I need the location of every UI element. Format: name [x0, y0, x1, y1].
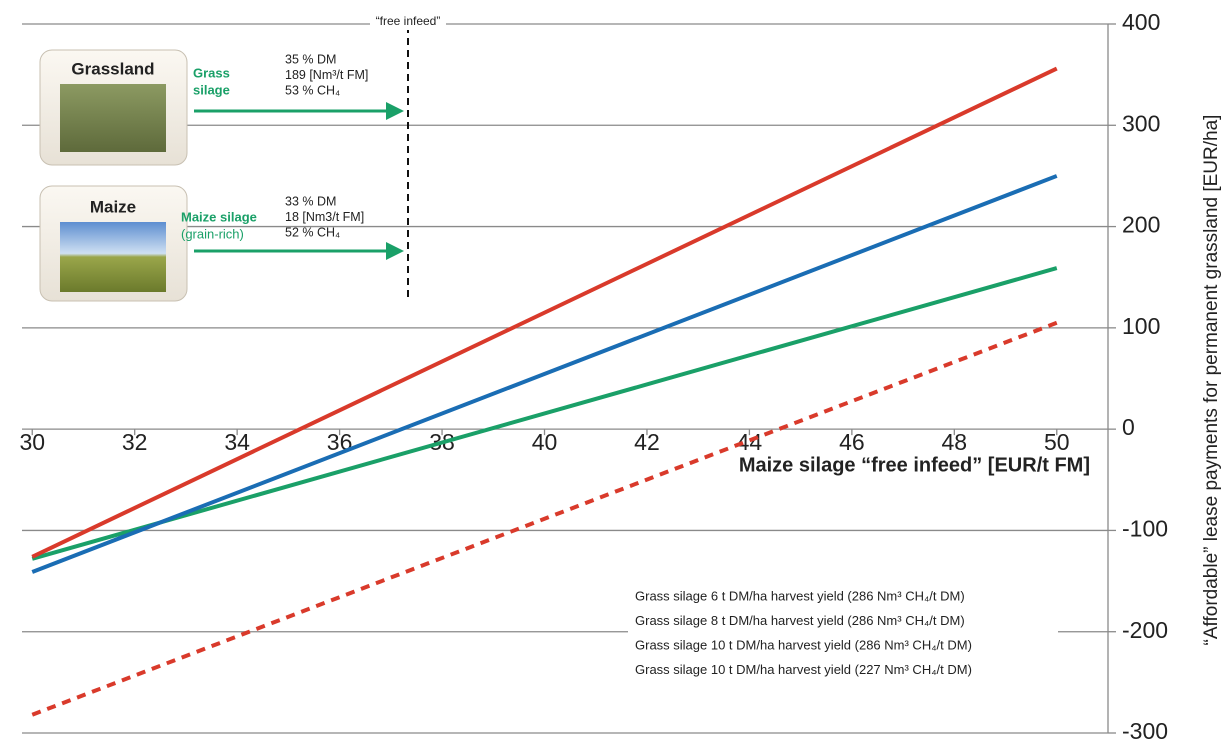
legend-entry: Grass silage 8 t DM/ha harvest yield (28… [635, 613, 965, 628]
spec-label: 52 % CH₄ [285, 225, 340, 239]
legend-entry: Grass silage 10 t DM/ha harvest yield (2… [635, 637, 972, 652]
panel-image [60, 84, 166, 152]
chart: -300-200-1000100200300400303234363840424… [0, 0, 1228, 740]
legend-entry: Grass silage 6 t DM/ha harvest yield (28… [635, 588, 965, 603]
crop-label: Grass [193, 65, 230, 80]
spec-label: 35 % DM [285, 52, 336, 66]
y-tick-label: 200 [1122, 212, 1160, 238]
spec-label: 33 % DM [285, 194, 336, 208]
y-axis-label: “Affordable” lease payments for permanen… [1201, 115, 1222, 646]
marker-label: “free infeed” [376, 14, 441, 28]
y-tick-label: 400 [1122, 9, 1160, 35]
y-tick-label: 0 [1122, 414, 1135, 440]
crop-label: Maize silage [181, 209, 257, 224]
y-tick-label: -300 [1122, 718, 1168, 740]
y-tick-label: 100 [1122, 313, 1160, 339]
panel-image [60, 222, 166, 292]
x-tick-label: 46 [839, 429, 865, 455]
x-tick-label: 34 [224, 429, 250, 455]
crop-label: silage [193, 82, 230, 97]
spec-label: 189 [Nm³/t FM] [285, 68, 368, 82]
y-tick-label: -200 [1122, 617, 1168, 643]
legend-entry: Grass silage 10 t DM/ha harvest yield (2… [635, 662, 972, 677]
x-tick-label: 32 [122, 429, 148, 455]
overlay: “free infeed” Grass silage 6 t DM/ha har… [40, 14, 1058, 683]
arrow-head [386, 102, 404, 120]
spec-label: 18 [Nm3/t FM] [285, 210, 364, 224]
panel-title: Maize [90, 197, 136, 216]
x-axis-label: Maize silage “free infeed” [EUR/t FM] [739, 454, 1090, 476]
x-tick-label: 42 [634, 429, 660, 455]
y-tick-label: -100 [1122, 516, 1168, 542]
x-tick-label: 40 [532, 429, 558, 455]
spec-label: 53 % CH₄ [285, 83, 340, 97]
arrow-head [386, 242, 404, 260]
x-tick-label: 48 [942, 429, 968, 455]
x-tick-label: 50 [1044, 429, 1070, 455]
x-tick-label: 30 [19, 429, 45, 455]
crop-label: (grain-rich) [181, 226, 244, 241]
y-tick-label: 300 [1122, 110, 1160, 136]
panel-title: Grassland [71, 59, 154, 78]
